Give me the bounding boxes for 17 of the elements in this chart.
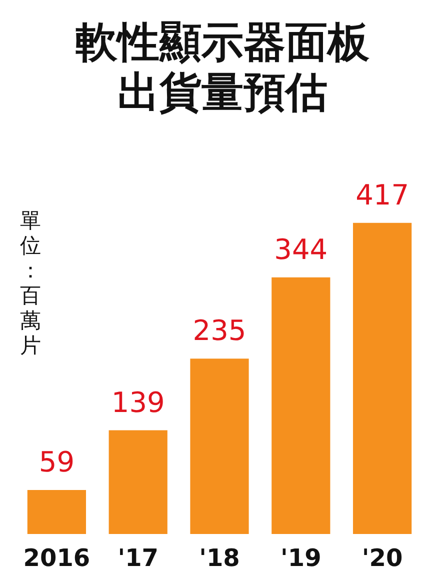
data-label: 344 xyxy=(274,232,328,266)
bar xyxy=(108,430,168,534)
data-label: 235 xyxy=(192,314,246,348)
bar xyxy=(272,277,330,534)
x-tick-label: '19 xyxy=(280,544,322,572)
bar xyxy=(352,222,412,534)
data-label: 139 xyxy=(111,386,165,419)
data-label: 59 xyxy=(38,445,75,478)
y-axis-title: 單位：百萬片 xyxy=(20,208,41,358)
data-label: 417 xyxy=(356,178,410,212)
bar xyxy=(27,490,86,534)
x-tick-label: '20 xyxy=(362,544,403,572)
x-tick-label: 2016 xyxy=(23,544,90,572)
bar xyxy=(190,358,249,534)
x-tick-label: '18 xyxy=(199,544,240,572)
chart-title: 軟性顯示器面板出貨量預估 xyxy=(76,18,370,116)
x-tick-label: '17 xyxy=(118,544,158,572)
